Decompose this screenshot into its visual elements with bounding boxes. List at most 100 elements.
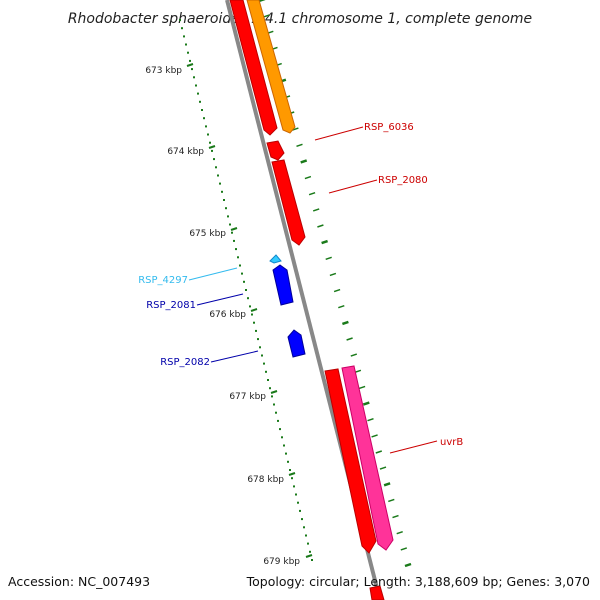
ruler-dot <box>253 321 255 324</box>
leader-line <box>210 350 259 363</box>
ruler-dot <box>243 280 245 283</box>
gene-feature-uvrB <box>341 365 394 551</box>
gene-feature-RSP_4297 <box>269 254 282 264</box>
tick-label-675: 675 kbp <box>189 229 226 239</box>
ruler-dot <box>221 190 223 193</box>
ruler-dot <box>255 329 257 332</box>
ruler-dash <box>329 272 337 277</box>
ruler-dot <box>263 362 265 365</box>
gene-feature-red-top <box>229 0 278 136</box>
ruler-dot <box>201 109 203 111</box>
gene-feature-RSP_2080 <box>271 159 306 246</box>
ruler-dash <box>258 0 266 3</box>
ruler-dash <box>400 547 408 551</box>
ruler-dot <box>293 485 295 488</box>
ruler-dash <box>321 239 328 245</box>
tick-mark <box>230 227 238 231</box>
gene-feature-orange <box>246 0 296 134</box>
gene-labels: RSP_6036 RSP_2080 RSP_4297 RSP_2081 RSP_… <box>138 122 463 454</box>
ruler-dot <box>289 469 291 471</box>
gene-label-RSP_2082[interactable]: RSP_2082 <box>160 357 210 368</box>
leader-line <box>314 126 364 141</box>
tick-label-673: 673 kbp <box>145 66 182 76</box>
ruler-dot <box>193 76 195 79</box>
ruler-dot <box>291 477 293 480</box>
gene-label-uvrB[interactable]: uvrB <box>440 437 463 448</box>
gene-label-RSP_2081[interactable]: RSP_2081 <box>146 300 196 311</box>
ruler-dot <box>259 346 261 349</box>
ruler-dot <box>203 117 205 120</box>
gene-feature-RSP_2081 <box>272 264 294 306</box>
ruler-dot <box>199 100 201 103</box>
ruler-dot <box>223 199 225 201</box>
ruler-dash <box>396 530 403 535</box>
ruler-dot <box>277 419 279 422</box>
ruler-dot <box>179 19 181 21</box>
ruler-dash <box>333 288 341 293</box>
tick-label-679: 679 kbp <box>263 557 300 567</box>
gene-label-RSP_6036[interactable]: RSP_6036 <box>364 122 414 133</box>
leader-line <box>389 440 438 454</box>
ruler-dot <box>189 59 191 62</box>
ruler-dot <box>275 411 277 414</box>
ruler-dot <box>209 141 211 144</box>
ruler-dot <box>241 272 243 275</box>
ruler-dot <box>219 182 221 185</box>
tick-label-676: 676 kbp <box>209 310 246 320</box>
gene-label-RSP_2080[interactable]: RSP_2080 <box>378 175 428 186</box>
ruler-dot <box>297 501 299 504</box>
ruler-dot <box>187 51 189 54</box>
ruler-dot <box>269 387 271 390</box>
tick-mark <box>270 390 278 394</box>
ruler-dash <box>371 434 378 438</box>
accession-text: Accession: NC_007493 <box>8 574 150 589</box>
forward-features <box>246 0 394 554</box>
ruler-dot <box>249 305 251 308</box>
ruler-dot <box>303 526 305 529</box>
ruler-dot <box>267 379 269 381</box>
ruler-dash <box>375 450 383 454</box>
ruler-dot <box>307 542 309 545</box>
ruler-dot <box>227 215 229 218</box>
gene-feature-red-right <box>324 368 377 554</box>
ruler-dot <box>215 166 217 169</box>
ruler-dash <box>379 466 387 470</box>
ruler-dot <box>271 395 273 398</box>
ruler-dash <box>346 337 353 341</box>
ruler-dot <box>245 289 247 291</box>
ruler-dot <box>309 550 311 553</box>
ruler-dot <box>183 35 185 38</box>
ruler-dot <box>251 313 253 316</box>
ruler-track <box>179 19 313 561</box>
outer-ruler-track <box>258 0 412 568</box>
ruler-dot <box>265 370 267 373</box>
ruler-dash <box>317 224 324 228</box>
ruler-dash <box>300 159 308 164</box>
ruler-dash <box>342 320 349 326</box>
tick-mark <box>288 472 296 476</box>
ruler-dash <box>296 143 303 148</box>
ruler-dot <box>301 518 303 521</box>
ruler-ticks: 673 kbp 674 kbp 675 kbp 676 kbp 677 kbp … <box>145 63 313 567</box>
ruler-dot <box>229 223 231 226</box>
gene-feature-red-bottom <box>369 585 385 600</box>
ruler-dash <box>308 191 316 196</box>
ruler-dash <box>354 369 362 374</box>
ruler-dash <box>367 417 374 422</box>
tick-mark <box>305 554 313 558</box>
ruler-dash <box>325 256 332 261</box>
ruler-dot <box>287 460 289 463</box>
ruler-dot <box>197 92 199 95</box>
ruler-dot <box>239 264 241 267</box>
gene-label-RSP_4297[interactable]: RSP_4297 <box>138 275 188 286</box>
ruler-dot <box>185 43 187 46</box>
ruler-dot <box>191 68 193 71</box>
tick-label-678: 678 kbp <box>247 475 284 485</box>
ruler-dot <box>261 354 263 357</box>
ruler-dash <box>350 353 358 357</box>
ruler-dot <box>233 239 235 242</box>
ruler-dot <box>217 174 219 177</box>
ruler-dot <box>281 436 283 439</box>
ruler-dot <box>213 158 215 161</box>
leader-line <box>196 293 244 306</box>
